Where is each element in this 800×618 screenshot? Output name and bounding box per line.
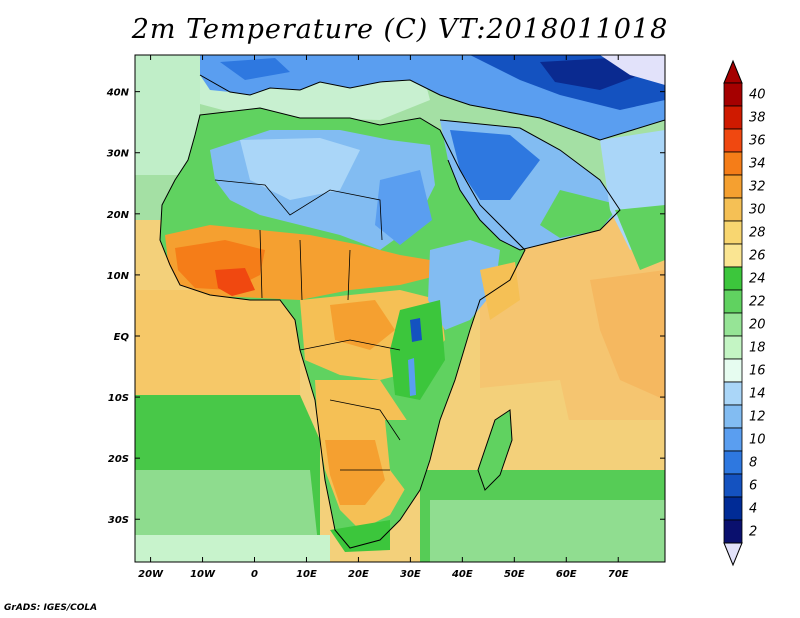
country-borders-north (214, 179, 383, 241)
lon-tick-label: 10E (296, 569, 317, 580)
colorbar-label: 4 (749, 502, 757, 517)
colorbar-under-triangle (723, 542, 743, 567)
indian-ocean-hotspot (590, 270, 665, 400)
lat-tick-label: 40N (106, 88, 130, 99)
colorbar-swatch (723, 197, 743, 222)
colorbar-label: 34 (749, 157, 766, 172)
lat-tick-label: 10S (108, 393, 129, 404)
lake-victoria (410, 318, 422, 342)
footer-credit: GrADS: IGES/COLA (4, 603, 98, 613)
lon-tick-label: 50E (504, 569, 525, 580)
colorbar-swatch (723, 519, 743, 544)
colorbar-label: 32 (749, 180, 766, 195)
congo-hot (330, 300, 395, 350)
gulf-of-guinea-warm (135, 290, 300, 400)
colorbar-swatch (723, 82, 743, 107)
lon-tick-label: 20E (348, 569, 369, 580)
arabia-north-colder (450, 130, 540, 200)
lat-tick-label: 20N (107, 210, 130, 221)
east-sahara-cold (375, 170, 432, 245)
colorbar-swatch (723, 105, 743, 130)
madagascar-coastline (477, 409, 513, 491)
colorbar-label: 22 (749, 295, 766, 310)
mozambique-channel-warm (460, 380, 580, 470)
colorbar-swatch (723, 496, 743, 521)
horn-of-africa-warm (480, 262, 520, 320)
colorbar-swatch (723, 243, 743, 268)
colorbar-swatch (723, 289, 743, 314)
colorbar-label: 18 (749, 341, 766, 356)
south-indian-ocean-cooler (430, 500, 665, 562)
colorbar-over-triangle (723, 59, 743, 84)
india-west-coast (615, 205, 665, 270)
south-africa-cape (330, 520, 390, 552)
lat-tick-label: EQ (114, 332, 130, 343)
central-asia-below-range (600, 55, 665, 85)
lon-tick-label: 0 (251, 569, 258, 580)
sahara-cool-core (240, 138, 360, 200)
colorbar-label: 10 (749, 433, 766, 448)
colorbar-label: 6 (749, 479, 757, 494)
south-atlantic-coldest (135, 535, 330, 562)
lake-tanganyika (408, 358, 416, 396)
colorbar: 40 38 36 34 32 30 28 26 24 22 20 18 16 14 12 10 8 6 4 2 (723, 59, 766, 567)
lon-tick-label: 30E (400, 569, 421, 580)
colorbar-label: 20 (749, 318, 766, 333)
colorbar-swatch (723, 358, 743, 383)
iran-plateau-coldest (540, 58, 640, 90)
colorbar-label: 40 (749, 88, 766, 103)
lon-tick-label: 40E (451, 569, 473, 580)
colorbar-label: 26 (749, 249, 766, 264)
colorbar-label: 16 (749, 364, 766, 379)
lon-tick-label: 10W (190, 569, 216, 580)
east-african-highlands (390, 300, 445, 400)
arabia-coastline (439, 119, 621, 251)
coastlines-borders (159, 74, 665, 549)
europe-coastline (199, 74, 665, 141)
colorbar-label: 30 (749, 203, 766, 218)
colorbar-swatch (723, 473, 743, 498)
colorbar-label: 8 (749, 456, 757, 471)
colorbar-label: 36 (749, 134, 766, 149)
country-borders-south (259, 229, 401, 471)
africa-coastline (159, 107, 526, 549)
latitude-axis: 40N 30N 20N 10N EQ 10S 20S 30S (106, 88, 665, 526)
colorbar-swatch (723, 128, 743, 153)
lon-tick-label: 60E (556, 569, 577, 580)
map-frame (134, 54, 666, 563)
west-africa-hottest (215, 268, 255, 296)
iberia-cold (220, 58, 290, 80)
madagascar (478, 410, 512, 490)
lat-tick-label: 30S (108, 515, 129, 526)
lon-tick-label: 20W (138, 569, 164, 580)
colorbar-label: 38 (749, 111, 766, 126)
colorbar-swatch (723, 220, 743, 245)
colorbar-swatch (723, 381, 743, 406)
arabia-south-coast-mild (540, 190, 620, 238)
mozambique-mild (385, 420, 425, 490)
longitude-axis: 20W 10W 0 10E 20E 30E 40E 50E 60E 70E (138, 55, 629, 580)
colorbar-label: 24 (749, 272, 766, 287)
colorbar-swatch (723, 312, 743, 337)
colorbar-label: 12 (749, 410, 766, 425)
chart-title: 2m Temperature (C) VT:2018011018 (131, 14, 669, 45)
colorbar-swatch (723, 450, 743, 475)
colorbar-swatch (723, 174, 743, 199)
colorbar-label: 14 (749, 387, 766, 402)
lat-tick-label: 20S (108, 454, 129, 465)
colorbar-label: 2 (749, 525, 757, 540)
colorbar-swatch (723, 404, 743, 429)
colorbar-swatch (723, 151, 743, 176)
kalahari-hot (325, 440, 385, 505)
colorbar-label: 28 (749, 226, 766, 241)
ethiopian-highlands-cool (428, 240, 500, 330)
colorbar-swatch (723, 266, 743, 291)
temperature-field (135, 55, 665, 562)
lat-tick-label: 30N (107, 149, 130, 160)
lat-tick-label: 10N (107, 271, 130, 282)
colorbar-swatch (723, 427, 743, 452)
colorbar-swatch (723, 335, 743, 360)
lon-tick-label: 70E (608, 569, 629, 580)
